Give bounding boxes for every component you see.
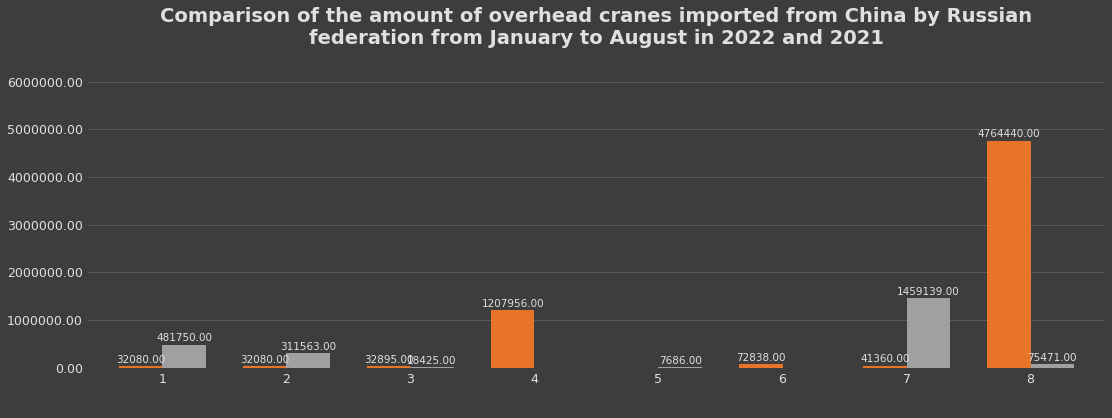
Text: 75471.00: 75471.00 (1027, 353, 1078, 363)
Text: 481750.00: 481750.00 (156, 334, 212, 344)
Text: 1459139.00: 1459139.00 (897, 287, 960, 297)
Text: 311563.00: 311563.00 (280, 342, 336, 352)
Bar (739, 364, 783, 368)
Text: 72838.00: 72838.00 (736, 353, 785, 363)
Legend: 2021年, 2022年: 2021年, 2022年 (524, 416, 669, 418)
Text: 41360.00: 41360.00 (861, 354, 910, 364)
Bar (119, 366, 162, 368)
Text: 18425.00: 18425.00 (407, 356, 457, 365)
Bar (410, 367, 454, 368)
Title: Comparison of the amount of overhead cranes imported from China by Russian
feder: Comparison of the amount of overhead cra… (160, 7, 1033, 48)
Text: 1207956.00: 1207956.00 (481, 299, 544, 309)
Text: 32080.00: 32080.00 (240, 355, 289, 365)
Bar (286, 353, 330, 368)
Text: 7686.00: 7686.00 (658, 356, 702, 366)
Text: 32895.00: 32895.00 (364, 355, 414, 365)
Bar (242, 366, 286, 368)
Bar (367, 366, 410, 368)
Text: 32080.00: 32080.00 (116, 355, 166, 365)
Bar (906, 298, 950, 368)
Bar (492, 310, 535, 368)
Bar (162, 345, 206, 368)
Text: 4764440.00: 4764440.00 (977, 129, 1040, 139)
Bar (987, 140, 1031, 368)
Bar (863, 366, 906, 368)
Bar (1031, 364, 1074, 368)
